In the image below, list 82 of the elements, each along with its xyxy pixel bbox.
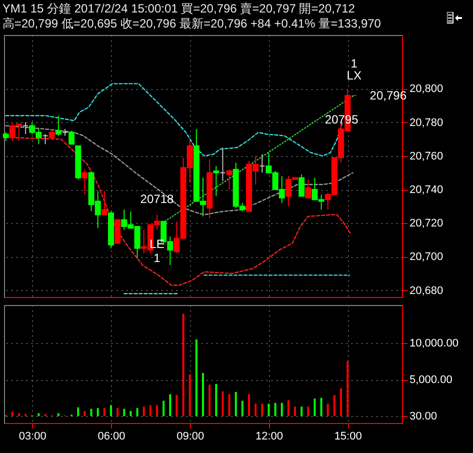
candlestick <box>305 178 312 198</box>
y-tick-label: 20,800 <box>410 83 444 96</box>
bar <box>162 400 165 416</box>
bar <box>142 406 145 416</box>
x-tick-label: 06:00 <box>98 430 126 442</box>
bar <box>202 372 204 416</box>
bar <box>248 394 250 416</box>
bar <box>18 413 20 416</box>
bar <box>274 402 276 416</box>
y-tick-label: 20,740 <box>410 184 444 196</box>
bar <box>287 400 290 416</box>
bar <box>96 408 99 416</box>
bar <box>156 405 158 416</box>
line-series <box>5 125 354 216</box>
bar <box>314 398 316 416</box>
bar <box>123 408 126 416</box>
bar <box>294 406 296 416</box>
bar <box>333 394 336 416</box>
bar <box>241 400 244 416</box>
bar <box>130 411 132 416</box>
annotation: 20718 <box>140 192 174 206</box>
bar <box>11 412 14 416</box>
y-tick-label: 20,680 <box>410 284 444 297</box>
bar <box>340 388 342 416</box>
bar <box>38 413 40 416</box>
annotation: 1 <box>350 56 358 70</box>
bar <box>188 374 191 416</box>
x-tick-label: 03:00 <box>18 430 46 442</box>
bar <box>57 413 60 416</box>
candlestick <box>226 168 232 190</box>
x-tick-label: 12:00 <box>255 430 283 442</box>
candlestick <box>22 122 29 135</box>
candlestick <box>259 154 266 174</box>
bar <box>346 361 349 416</box>
bar <box>136 408 138 416</box>
candlestick <box>101 190 108 216</box>
candlestick <box>220 147 226 182</box>
x-tick-label: 09:00 <box>176 430 204 442</box>
bar <box>149 405 152 416</box>
candlestick <box>48 128 55 140</box>
chart-title: YM1 15 分鐘 2017/2/24 15:00:01 買=20,796 賣=20,797 開=20,712 <box>2 2 356 16</box>
candlestick <box>213 166 220 197</box>
annotation: 1 <box>154 250 161 265</box>
bar <box>261 404 264 416</box>
bar <box>110 405 112 416</box>
bar <box>77 407 80 416</box>
x-tick-label: 15:00 <box>334 430 362 442</box>
bar <box>268 404 270 416</box>
bar <box>103 408 106 416</box>
bar <box>234 392 237 416</box>
chart-subtitle: 高=20,799 低=20,695 收=20,796 最新=20,796 +84 +0.41% 量=133,970 <box>2 16 382 30</box>
bar <box>116 408 119 416</box>
candlestick <box>68 130 75 145</box>
bar <box>320 398 322 416</box>
bar <box>90 408 92 416</box>
candlestick <box>42 134 48 145</box>
bar <box>195 339 198 416</box>
y-tick-label: 30.00 <box>410 410 438 422</box>
y-tick-label: 20,700 <box>410 251 444 264</box>
y-tick-label: 5,000.00 <box>410 374 452 386</box>
bar <box>307 406 310 416</box>
candlestick <box>82 168 88 196</box>
bar <box>280 402 283 416</box>
bar <box>300 406 303 416</box>
bar <box>228 394 230 416</box>
candlestick <box>55 115 62 136</box>
bar <box>215 384 218 416</box>
y-tick-label: 20,760 <box>410 150 444 162</box>
y-tick-label: 20,780 <box>410 116 444 129</box>
y-tick-label: 20,720 <box>410 218 444 230</box>
bar <box>84 411 86 416</box>
candlestick <box>114 219 121 244</box>
bar <box>182 314 184 416</box>
bar <box>169 394 172 416</box>
annotation: LX <box>346 68 362 82</box>
candlestick <box>298 174 305 197</box>
bar <box>326 404 329 416</box>
bar <box>222 391 224 416</box>
bar <box>208 384 211 416</box>
bar <box>176 394 178 416</box>
y-tick-label: 10,000.00 <box>410 338 458 350</box>
bar <box>254 404 257 416</box>
